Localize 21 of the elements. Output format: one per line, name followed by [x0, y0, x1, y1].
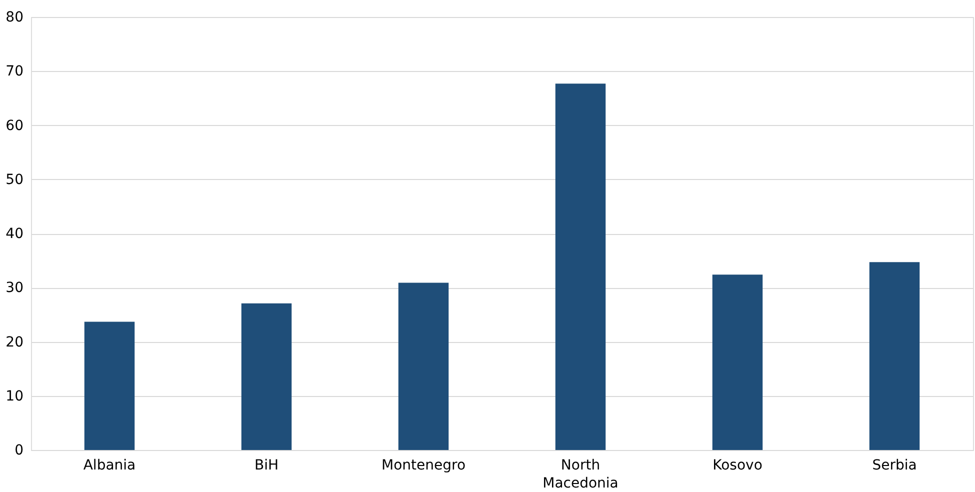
bar [84, 322, 135, 450]
y-tick-label: 50 [6, 172, 24, 188]
x-tick-label: BiH [254, 458, 279, 474]
bar [712, 274, 763, 450]
y-tick-label: 70 [6, 64, 24, 80]
bar [241, 303, 292, 450]
x-tick-label: North Macedonia [542, 458, 618, 492]
bar [869, 262, 920, 450]
x-tick-label: Albania [83, 458, 136, 474]
bar [555, 84, 606, 450]
y-tick-label: 0 [14, 442, 24, 458]
y-tick-label: 60 [6, 118, 24, 134]
y-tick-label: 20 [6, 334, 24, 350]
y-tick-label: 40 [6, 226, 24, 242]
bar [398, 282, 449, 450]
x-tick-label: Kosovo [712, 458, 762, 474]
y-tick-label: 80 [6, 10, 24, 26]
x-tick-label: Montenegro [381, 458, 466, 474]
y-tick-label: 30 [6, 280, 24, 296]
y-tick-label: 10 [6, 388, 24, 404]
x-tick-label: Serbia [872, 458, 917, 474]
